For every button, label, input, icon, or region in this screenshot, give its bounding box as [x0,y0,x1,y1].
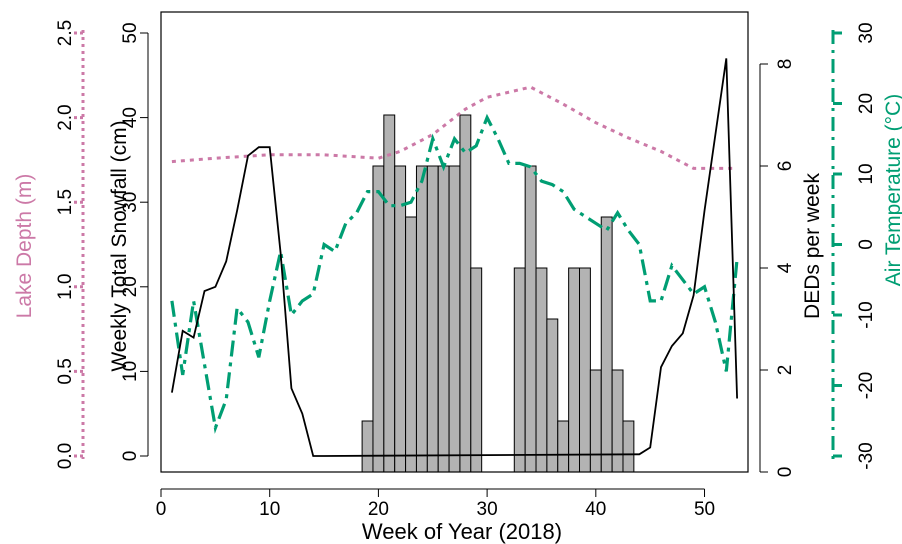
deds-tick-label: 4 [775,262,796,273]
ded-bar [426,165,439,473]
air-temperature-tick-label: 30 [856,22,877,43]
ded-bar [470,267,483,473]
air-temperature-tick-label: 0 [856,239,877,250]
deds-tick-label: 6 [775,161,796,172]
snowfall-tick-label: 0 [120,451,141,462]
ded-bar [600,216,613,473]
snowfall-tick-label: 50 [120,22,141,43]
ded-bar [589,369,602,473]
deds-tick-label: 0 [775,467,796,478]
air-temperature-tick-label: 10 [856,163,877,184]
ded-bar [524,165,537,473]
ded-bar [372,165,385,473]
ded-bar [535,267,548,473]
lake-depth-tick-label: 2.5 [55,20,76,46]
ded-bar [546,318,559,473]
ded-bar [405,216,417,473]
deds-tick-label: 2 [775,365,796,376]
x-tick-label: 40 [585,499,606,520]
x-tick-label: 20 [368,499,389,520]
snowfall-tick-label: 40 [120,107,141,128]
ded-bar [448,165,461,473]
lake-depth-tick-label: 2.0 [55,104,76,130]
ded-bar [557,420,570,473]
snowfall-line [171,58,738,457]
lake-depth-tick-label: 1.5 [55,189,76,215]
x-tick-label: 50 [694,499,715,520]
ded-bar [415,165,428,473]
air-temperature-line [170,113,739,434]
x-tick-label: 0 [156,499,167,520]
snowfall-axis-title: Weekly Total Snowfall (cm) [108,120,131,371]
ded-bar [459,114,472,473]
x-tick-label: 30 [477,499,498,520]
ded-bar [361,420,374,473]
snowfall-tick-label: 20 [120,276,141,297]
ded-bar [579,267,591,473]
x-axis-title: Week of Year (2018) [362,519,562,544]
air-temperature-tick-label: -30 [856,442,877,469]
bars-layer [361,114,635,473]
ded-bar [383,114,396,473]
air-temperature-tick-label: -20 [856,372,877,399]
lake-depth-line [171,85,738,170]
snowfall-tick-label: 30 [120,192,141,213]
ded-bar [437,165,450,473]
deds-tick-label: 8 [775,59,796,70]
x-tick-label: 10 [259,499,280,520]
air-temperature-axis-title: Air Temperature (°C) [882,94,902,286]
air-temperature-tick-label: -10 [856,301,877,328]
lake-depth-tick-label: 0.5 [55,358,76,384]
plot-frame [160,11,749,473]
ded-bar [622,420,635,473]
deds-axis-title: DEDs per week [801,173,824,319]
lake-depth-axis-title: Lake Depth (m) [13,174,36,319]
ded-bar [513,267,526,473]
ded-bar [394,165,407,473]
ded-bar [568,267,581,473]
snowfall-tick-label: 10 [120,361,141,382]
air-temperature-tick-label: 20 [856,93,877,114]
axes-layer: 0 10 20 30 40 50010203040500.00.51.01.52.02.5… [55,20,877,520]
ded-bar [611,369,624,473]
lines-layer [170,58,739,457]
lake-depth-tick-label: 0.0 [55,443,76,469]
lake-depth-tick-label: 1.0 [55,274,76,300]
